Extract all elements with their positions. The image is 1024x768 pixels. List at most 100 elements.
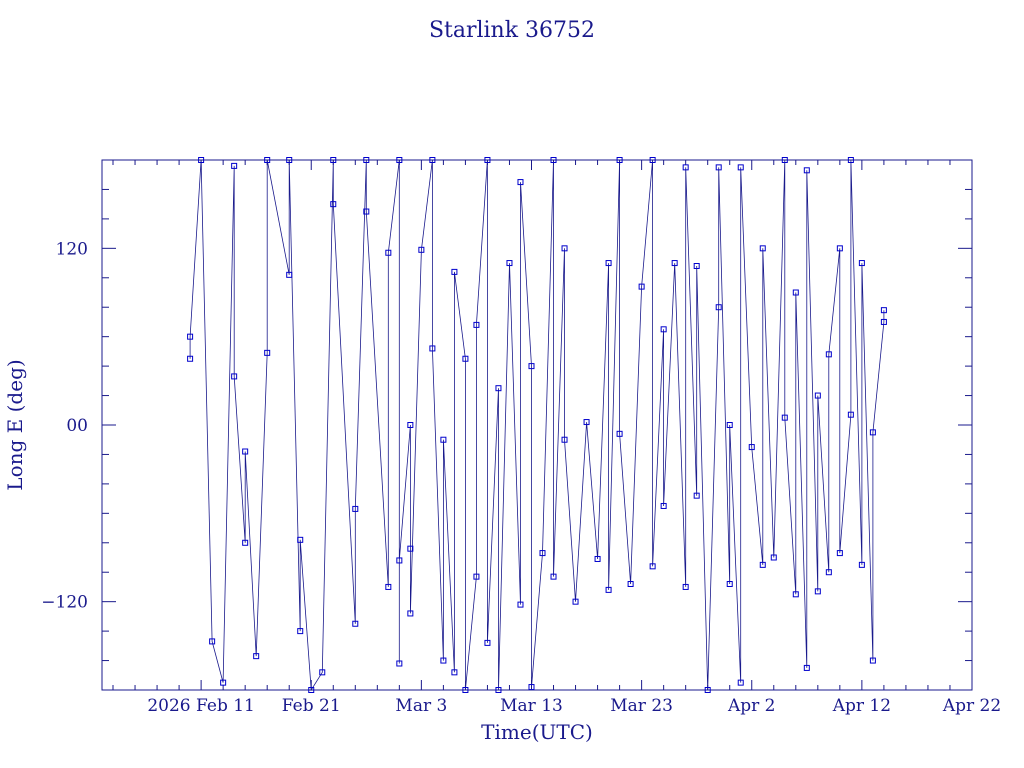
data-point xyxy=(363,157,370,163)
data-point xyxy=(693,492,700,499)
y-tick-label: 120 xyxy=(56,239,88,259)
data-point xyxy=(847,411,854,418)
data-point xyxy=(561,245,568,252)
data-point xyxy=(770,554,777,561)
data-point xyxy=(880,307,887,314)
data-point xyxy=(660,502,667,509)
data-point xyxy=(638,283,645,290)
x-axis-ticks xyxy=(112,160,973,690)
data-point xyxy=(484,639,491,646)
data-point xyxy=(715,164,722,171)
data-point xyxy=(231,162,238,169)
data-point xyxy=(385,583,392,590)
series-line xyxy=(189,159,885,692)
data-point xyxy=(462,355,469,362)
data-point xyxy=(418,246,425,253)
y-axis-ticks xyxy=(102,159,972,691)
data-point xyxy=(825,351,832,358)
data-point xyxy=(363,208,370,215)
y-tick-label: −120 xyxy=(41,593,88,613)
x-tick-label: 2026 Feb 11 xyxy=(147,696,255,716)
data-point xyxy=(440,657,447,664)
data-point xyxy=(594,555,601,562)
data-point xyxy=(451,669,458,676)
data-point xyxy=(726,581,733,587)
data-point xyxy=(440,436,447,443)
data-point xyxy=(660,326,667,333)
data-point xyxy=(704,687,711,693)
data-point xyxy=(187,355,194,362)
data-point xyxy=(473,321,480,328)
data-point xyxy=(803,167,810,174)
data-point xyxy=(495,385,502,392)
data-point xyxy=(286,271,293,278)
data-point xyxy=(693,263,700,269)
data-point xyxy=(880,318,887,325)
x-tick-label: Apr 22 xyxy=(942,696,1001,716)
data-point xyxy=(792,289,799,296)
data-point xyxy=(847,157,854,163)
data-point xyxy=(385,249,392,256)
data-point xyxy=(671,260,678,267)
data-point xyxy=(748,444,755,451)
data-point xyxy=(825,569,832,576)
data-point xyxy=(869,657,876,664)
data-point xyxy=(616,430,623,437)
x-axis-label: Time(UTC) xyxy=(481,720,593,744)
data-point xyxy=(220,679,227,686)
data-point xyxy=(737,164,744,171)
data-point xyxy=(814,588,821,595)
data-point xyxy=(484,157,491,163)
data-point xyxy=(737,679,744,686)
data-point xyxy=(451,268,458,275)
y-axis-label: Long E (deg) xyxy=(3,359,27,490)
data-point xyxy=(759,561,766,568)
y-axis-tick-labels: −120 00 120 xyxy=(41,239,88,612)
data-point xyxy=(396,157,403,163)
data-point xyxy=(550,573,557,580)
data-point xyxy=(253,653,260,660)
data-point xyxy=(759,245,766,252)
data-point xyxy=(858,561,865,568)
data-point xyxy=(627,581,634,587)
data-point xyxy=(319,669,326,676)
data-point xyxy=(473,573,480,580)
data-point xyxy=(781,157,788,163)
data-point xyxy=(209,638,216,645)
data-point xyxy=(242,448,249,455)
data-point xyxy=(572,598,579,605)
data-point xyxy=(616,157,623,163)
data-point xyxy=(396,660,403,667)
data-point xyxy=(495,687,502,693)
data-point xyxy=(297,536,304,543)
x-tick-label: Feb 21 xyxy=(282,696,341,716)
y-tick-label: 00 xyxy=(66,416,88,436)
data-point xyxy=(231,373,238,380)
data-point xyxy=(858,260,865,267)
data-point xyxy=(187,333,194,340)
x-tick-label: Apr 2 xyxy=(727,696,776,716)
data-point xyxy=(649,157,656,163)
data-point xyxy=(539,550,546,557)
data-point xyxy=(407,422,414,428)
data-point xyxy=(528,363,535,370)
data-point xyxy=(330,201,337,208)
data-point xyxy=(517,179,524,186)
data-point xyxy=(407,610,414,617)
data-point xyxy=(869,429,876,436)
data-point xyxy=(517,601,524,608)
data-point xyxy=(396,557,403,564)
data-point xyxy=(583,419,590,426)
data-point xyxy=(407,545,414,552)
data-point xyxy=(429,345,436,352)
data-point xyxy=(649,563,656,570)
data-point xyxy=(550,157,557,163)
data-point xyxy=(528,684,535,691)
x-tick-label: Mar 13 xyxy=(500,696,563,716)
chart-title: Starlink 36752 xyxy=(429,18,595,43)
x-tick-label: Mar 23 xyxy=(610,696,673,716)
data-point xyxy=(836,245,843,252)
data-point xyxy=(726,422,733,428)
data-point xyxy=(682,164,689,171)
data-point xyxy=(264,157,271,163)
